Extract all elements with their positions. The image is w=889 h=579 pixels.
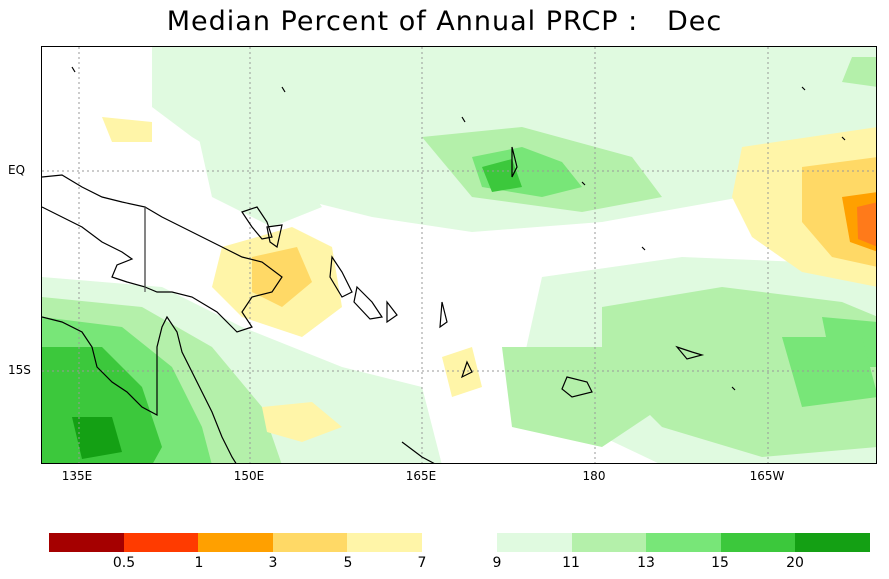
colorbar-wet-swatch-4: [795, 533, 870, 552]
colorbar-label-20: 20: [786, 555, 804, 571]
colorbar-label-9: 9: [492, 555, 502, 571]
colorbar-wet-swatch-3: [720, 533, 795, 552]
colorbar-dry: [49, 533, 422, 552]
map-title: Median Percent of Annual PRCP : Dec: [166, 6, 723, 37]
lon-label-165w: 165W: [749, 469, 785, 483]
lon-label-150e: 150E: [233, 469, 265, 483]
colorbar-dry-swatch-2: [198, 533, 273, 552]
colorbar-dry-swatch-4: [347, 533, 422, 552]
wet-field-max: [72, 417, 122, 459]
coastlines: [42, 66, 846, 463]
colorbar-label-0-5: 0.5: [112, 555, 136, 571]
colorbar-label-7: 7: [417, 555, 427, 571]
lat-label-eq: EQ: [8, 163, 26, 177]
colorbar-wet-swatch-2: [646, 533, 721, 552]
colorbar-wet-swatch-0: [497, 533, 572, 552]
colorbar-label-3: 3: [268, 555, 278, 571]
colorbar-dry-swatch-0: [49, 533, 124, 552]
colorbar-wet: [497, 533, 870, 552]
colorbar-label-1: 1: [194, 555, 204, 571]
colorbar-label-13: 13: [637, 555, 655, 571]
colorbar-label-15: 15: [711, 555, 729, 571]
colorbar-label-11: 11: [562, 555, 580, 571]
lat-label-15s: 15S: [8, 363, 31, 377]
lon-label-180: 180: [582, 469, 606, 483]
map-gridlines: [42, 47, 876, 463]
precipitation-map: [41, 46, 877, 464]
lon-label-135e: 135E: [61, 469, 93, 483]
lon-label-165e: 165E: [405, 469, 437, 483]
map-canvas: [42, 47, 876, 463]
colorbar-label-5: 5: [343, 555, 353, 571]
colorbar-wet-swatch-1: [571, 533, 646, 552]
dry-field-peak: [857, 202, 876, 247]
colorbar-dry-swatch-1: [123, 533, 198, 552]
colorbar-dry-swatch-3: [272, 533, 347, 552]
